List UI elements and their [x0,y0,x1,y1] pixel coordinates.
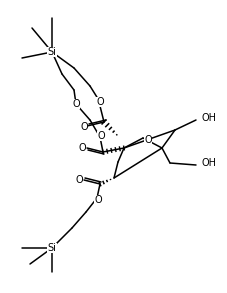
Text: O: O [97,131,105,141]
Text: O: O [80,122,88,132]
Text: O: O [75,175,83,185]
Text: O: O [96,97,104,107]
Text: O: O [78,143,86,153]
Text: OH: OH [202,113,217,123]
Text: Si: Si [48,47,57,57]
Text: O: O [144,135,152,145]
Text: O: O [94,195,102,205]
Text: Si: Si [48,243,57,253]
Text: O: O [72,99,80,109]
Text: OH: OH [202,158,217,168]
